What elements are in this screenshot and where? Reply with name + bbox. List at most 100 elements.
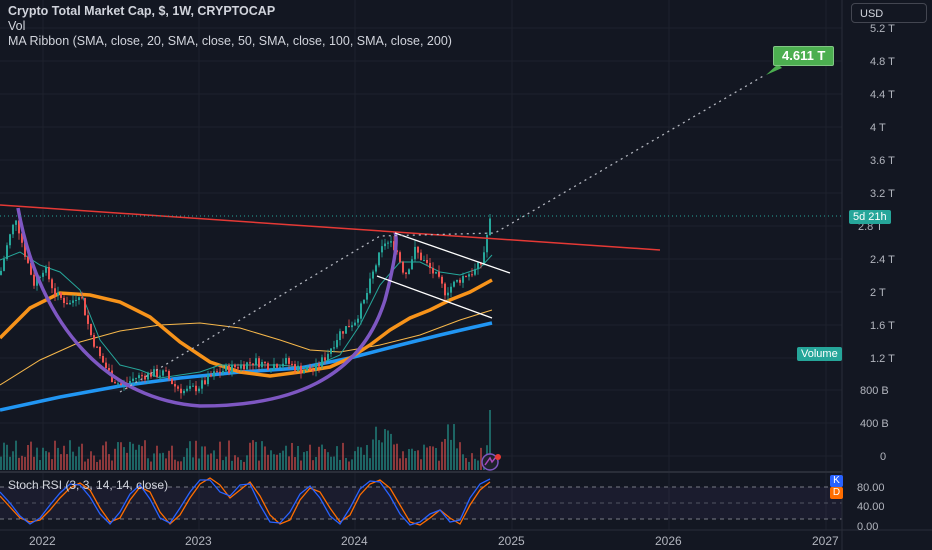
volume-bar <box>72 451 74 470</box>
volume-bar <box>327 452 329 470</box>
candle-body <box>330 348 332 354</box>
volume-bar <box>219 441 221 470</box>
candle-body <box>369 278 371 293</box>
volume-bar <box>0 456 2 470</box>
currency-selector[interactable]: USD <box>851 3 927 23</box>
stoch-rsi-legend[interactable]: Stoch RSI (3, 3, 14, 14, close) <box>8 478 169 492</box>
stoch-rsi-d-line <box>0 477 491 526</box>
candle-body <box>459 279 461 283</box>
volume-bar <box>204 446 206 470</box>
volume-bar <box>102 445 104 470</box>
volume-bar <box>189 441 191 470</box>
candle-body <box>471 274 473 276</box>
ma-100-line <box>0 309 493 386</box>
volume-bar <box>177 461 179 470</box>
volume-bar <box>201 446 203 470</box>
candle-body <box>276 364 278 368</box>
candle-body <box>129 380 131 384</box>
candle-body <box>315 363 317 371</box>
volume-bar <box>441 441 443 470</box>
volume-bar <box>405 458 407 470</box>
candle-body <box>417 246 419 253</box>
volume-bar <box>429 446 431 470</box>
candle-body <box>15 220 17 225</box>
candle-body <box>48 266 50 280</box>
candle-body <box>324 357 326 361</box>
candle-body <box>159 375 161 377</box>
price-axis-label: 3.6 T <box>870 155 895 167</box>
candle-body <box>372 271 374 279</box>
volume-bar <box>213 450 215 470</box>
volume-bar <box>207 454 209 470</box>
volume-indicator-label[interactable]: Vol <box>8 19 26 33</box>
candle-body <box>24 242 26 257</box>
volume-bar <box>375 426 377 470</box>
volume-bar <box>465 458 467 470</box>
volume-bar <box>12 451 14 470</box>
volume-bar <box>108 454 110 470</box>
volume-bar <box>315 456 317 470</box>
price-axis-label: 0 <box>880 451 886 463</box>
candle-body <box>291 363 293 365</box>
last-bar-marker[interactable] <box>481 453 501 471</box>
price-axis-label: 4.4 T <box>870 89 895 101</box>
volume-bar <box>372 439 374 470</box>
candle-body <box>354 322 356 326</box>
volume-bar <box>222 460 224 470</box>
candle-body <box>45 266 47 273</box>
price-axis[interactable]: 5.2 T 4.8 T 4.4 T 4 T 3.6 T 3.2 T 2.8 T … <box>858 23 895 463</box>
rsi-axis[interactable]: 80.00 40.00 0.00 <box>857 482 885 533</box>
candle-body <box>279 366 281 368</box>
volume-bar <box>249 442 251 470</box>
volume-bar <box>447 424 449 470</box>
volume-bar <box>273 454 275 470</box>
volume-bar <box>426 447 428 470</box>
symbol-title[interactable]: Crypto Total Market Cap, $, 1W, CRYPTOCA… <box>8 4 276 18</box>
time-axis[interactable]: 2022 2023 2024 2025 2026 2027 <box>29 534 839 548</box>
volume-bar <box>90 451 92 470</box>
target-price-tag[interactable]: 4.611 T <box>773 46 835 66</box>
volume-bar <box>60 454 62 470</box>
volume-bar <box>450 439 452 470</box>
volume-bar <box>192 457 194 470</box>
volume-bar <box>21 455 23 470</box>
candle-body <box>486 235 488 253</box>
volume-bar <box>111 460 113 470</box>
candle-body <box>303 370 305 374</box>
candle-body <box>309 367 311 371</box>
stoch-rsi-d-badge: D <box>830 487 843 499</box>
candle-body <box>357 318 359 323</box>
volume-bar <box>417 450 419 470</box>
volume-bar <box>408 449 410 470</box>
volume-bar <box>132 443 134 470</box>
volume-bar <box>138 444 140 470</box>
candle-body <box>87 315 89 324</box>
candle-body <box>393 241 395 251</box>
candle-body <box>93 335 95 347</box>
candle-body <box>273 364 275 370</box>
candle-body <box>333 347 335 349</box>
price-axis-label: 800 B <box>860 385 889 397</box>
price-axis-label: 1.2 T <box>870 353 895 365</box>
volume-bar <box>264 446 266 470</box>
ma-ribbon-indicator-label[interactable]: MA Ribbon (SMA, close, 20, SMA, close, 5… <box>8 34 452 48</box>
volume-bar <box>174 459 176 470</box>
volume-bar <box>36 447 38 470</box>
volume-bar <box>303 452 305 470</box>
candle-body <box>3 259 5 271</box>
volume-bar <box>438 460 440 470</box>
volume-bar <box>333 456 335 470</box>
candle-body <box>375 265 377 272</box>
volume-bar <box>129 441 131 470</box>
candle-body <box>246 362 248 370</box>
candle-body <box>282 363 284 367</box>
volume-bar <box>63 445 65 470</box>
volume-bar <box>393 444 395 470</box>
candle-body <box>228 365 230 373</box>
candle-body <box>222 370 224 373</box>
volume-bar <box>474 458 476 470</box>
candle-body <box>243 364 245 370</box>
candle-body <box>135 378 137 380</box>
price-axis-label: 3.2 T <box>870 188 895 200</box>
